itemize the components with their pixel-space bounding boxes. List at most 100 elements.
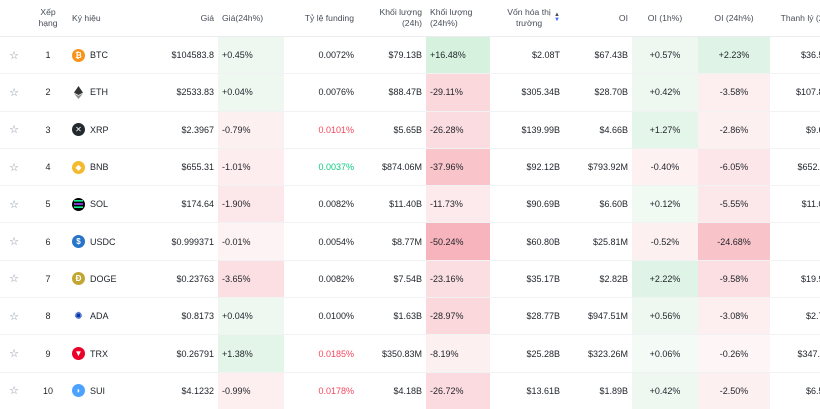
symbol-cell[interactable]: $ USDC [68,222,146,261]
favorite-star-icon[interactable]: ☆ [9,273,19,286]
favorite-cell: ☆ [0,73,28,112]
favorite-cell: ☆ [0,148,28,187]
favorite-star-icon[interactable]: ☆ [9,161,19,174]
price-change-24h-column-header[interactable]: Giá(24h%) [218,0,284,37]
symbol-column-header[interactable]: Ký hiệu [68,0,146,37]
liquidation-cell: $6.54M [805,385,820,396]
symbol-label: ADA [90,311,109,322]
table-row[interactable]: ☆ 4 ◆ BNB $655.31 -1.01% 0.0037% $874.06M -37.96… [0,148,820,187]
bnb-icon: ◆ [72,160,85,174]
volume-change-cell: -8.19% [426,334,490,373]
symbol-cell[interactable]: ✕ XRP [68,111,146,149]
open-interest-cell: $323.26M [564,334,632,373]
funding-rate-cell: 0.0101% [284,111,358,149]
favorite-cell: ☆ [0,334,28,373]
open-interest-cell: $793.92M [564,148,632,187]
table-row[interactable]: ☆ 5 SOL $174.64 -1.90% 0.0082% $11.40B -11.73% $… [0,185,820,224]
oi-change-24h-cell: +2.23% [698,36,770,75]
oi-change-1h-cell: +0.12% [632,185,698,224]
symbol-cell[interactable]: Ð DOGE [68,260,146,299]
symbol-cell[interactable]: ◗ SUI [68,372,146,409]
oi-change-24h-cell: -2.86% [698,111,770,149]
favorite-star-icon[interactable]: ☆ [9,198,19,211]
market-cap-cell: $35.17B [490,260,564,299]
volume-change-cell: -29.11% [426,73,490,112]
oi-change-1h-cell: +2.22% [632,260,698,299]
table-row[interactable]: ☆ 3 ✕ XRP $2.3967 -0.79% 0.0101% $5.65B -26.28% $… [0,111,820,149]
table-row[interactable]: ☆ 7 Ð DOGE $0.23763 -3.65% 0.0082% $7.54B -23.16… [0,260,820,299]
volume-change-cell: -50.24% [426,222,490,261]
symbol-cell[interactable]: ◆ BNB [68,148,146,187]
favorite-star-icon[interactable]: ☆ [9,124,19,137]
oi-change-1h-column-header[interactable]: OI (1h%) [632,0,698,37]
oi-change-1h-cell: +0.57% [632,36,698,75]
volume-change-cell: -37.96% [426,148,490,187]
volume-24h-column-header[interactable]: Khối lượng (24h) [358,0,426,37]
funding-rate-cell: 0.0100% [284,297,358,336]
symbol-cell[interactable]: ETH [68,73,146,112]
table-row[interactable]: ☆ 8 ✺ ADA $0.8173 +0.04% 0.0100% $1.63B -28.97% $… [0,297,820,336]
favorite-star-icon[interactable]: ☆ [9,348,19,361]
open-interest-cell: $6.60B [564,185,632,224]
oi-change-24h-cell: -3.08% [698,297,770,336]
volume-cell: $874.06M [358,148,426,187]
symbol-label: SOL [90,199,109,210]
liquidation-cell: $347.16K [770,334,820,373]
market-cap-cell: $25.28B [490,334,564,373]
price-change-cell: -1.01% [218,148,284,187]
symbol-label: TRX [90,348,108,359]
funding-rate-cell: 0.0082% [284,185,358,224]
price-cell: $4.1232 [181,385,214,396]
oi-change-24h-column-header[interactable]: OI (24h%) [698,0,770,37]
sui-icon: ◗ [72,384,85,398]
funding-rate-column-header[interactable]: Tỷ lệ funding [284,0,358,37]
table-row[interactable]: ☆ 2 ETH $2533.83 +0.04% 0.0076% $88.47B -29.11%… [0,73,820,112]
symbol-cell[interactable]: ₿ BTC [68,36,146,75]
price-cell: $0.999371 [146,222,218,261]
table-row[interactable]: ☆ 6 $ USDC $0.999371 -0.01% 0.0054% $8.77M -50.2… [0,222,820,261]
liquidation-cell: $36.52M [770,36,820,75]
symbol-cell[interactable]: ✺ ADA [68,297,146,336]
eth-icon [72,85,85,99]
favorite-star-icon[interactable]: ☆ [9,236,19,249]
open-interest-cell: $4.66B [564,111,632,149]
volume-cell: $11.40B [358,185,426,224]
oi-change-24h-cell: -2.50% [698,372,770,409]
symbol-label: DOGE [90,273,117,284]
price-cell: $2533.83 [146,73,218,112]
oi-change-1h-cell: +0.42% [632,73,698,112]
market-cap-column-header[interactable]: Vốn hóa thị trường ▲ ▼ [490,0,564,37]
open-interest-cell: $25.81M [564,222,632,261]
rank-column-header[interactable]: Xếp hạng [28,0,68,37]
sort-arrows-icon[interactable]: ▲ ▼ [554,12,560,23]
market-cap-cell: $13.61B [526,385,560,396]
price-column-header[interactable]: Giá [146,0,218,37]
favorite-star-icon[interactable]: ☆ [9,385,19,398]
doge-icon: Ð [72,272,85,286]
trx-icon: ▼ [72,347,85,361]
open-interest-cell: $947.51M [564,297,632,336]
price-change-cell: -0.79% [218,111,284,149]
market-cap-cell: $139.99B [490,111,564,149]
favorite-star-icon[interactable]: ☆ [9,86,19,99]
volume-cell: $1.63B [358,297,426,336]
volume-change-24h-column-header[interactable]: Khối lượng (24h%) [426,0,490,37]
price-change-cell: -1.90% [218,185,284,224]
volume-change-cell: -23.16% [426,260,490,299]
liquidation-24h-column-header[interactable]: Thanh lý (24h) [770,0,820,37]
favorite-star-icon[interactable]: ☆ [9,49,19,62]
table-row[interactable]: ☆ 1 ₿ BTC $104583.8 +0.45% 0.0072% $79.13B +16.4… [0,36,820,75]
open-interest-column-header[interactable]: OI [564,0,632,37]
favorite-cell: ☆ [0,111,28,149]
favorite-star-icon[interactable]: ☆ [9,310,19,323]
favorite-cell: ☆ [0,185,28,224]
table-body: ☆ 1 ₿ BTC $104583.8 +0.45% 0.0072% $79.13B +16.4… [0,36,820,409]
table-row[interactable]: ☆ 9 ▼ TRX $0.26791 +1.38% 0.0185% $350.83M -8.19… [0,334,820,373]
open-interest-cell: $28.70B [564,73,632,112]
table-row[interactable]: ☆ 10 ◗ SUI $4.1232 -0.99% 0.0178% $4.18B -26.72%… [0,372,820,409]
symbol-cell[interactable]: ▼ TRX [68,334,146,373]
price-cell: $174.64 [146,185,218,224]
usdc-icon: $ [72,235,85,249]
symbol-cell[interactable]: SOL [68,185,146,224]
volume-change-cell: -11.73% [426,185,490,224]
